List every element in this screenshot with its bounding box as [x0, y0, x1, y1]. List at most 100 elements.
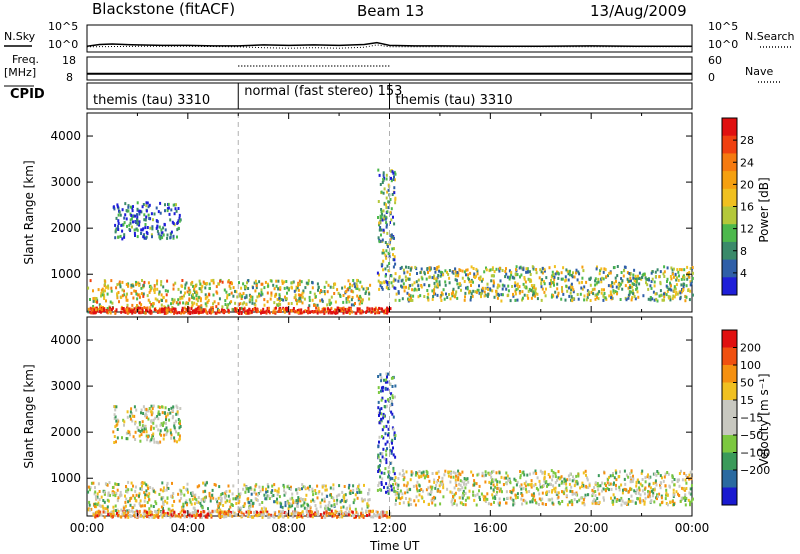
range-gate-cell — [162, 500, 164, 504]
range-gate-cell — [193, 514, 196, 518]
range-gate-cell — [272, 283, 275, 287]
range-gate-cell — [472, 267, 475, 270]
range-gate-cell — [200, 498, 203, 502]
range-gate-cell — [354, 507, 357, 511]
range-gate-cell — [344, 500, 347, 504]
range-gate-cell — [421, 277, 424, 281]
range-gate-cell — [205, 310, 208, 314]
range-gate-cell — [650, 280, 653, 283]
range-gate-cell — [336, 511, 339, 515]
range-gate-cell — [166, 496, 169, 500]
range-gate-cell — [208, 491, 211, 495]
colorbar-swatch — [722, 435, 737, 453]
range-gate-cell — [610, 488, 613, 491]
range-gate-cell — [169, 428, 172, 432]
range-gate-cell — [235, 495, 238, 499]
range-gate-cell — [553, 265, 556, 269]
range-gate-cell — [472, 493, 475, 497]
range-gate-cell — [675, 490, 678, 494]
range-gate-cell — [377, 445, 380, 449]
range-gate-cell — [316, 282, 319, 286]
range-gate-cell — [172, 307, 175, 311]
range-gate-cell — [244, 310, 247, 314]
range-gate-cell — [673, 290, 676, 293]
range-gate-cell — [128, 510, 131, 513]
range-gate-cell — [673, 483, 676, 487]
range-gate-cell — [198, 513, 201, 517]
range-gate-cell — [95, 496, 98, 500]
range-gate-cell — [484, 473, 487, 477]
range-gate-cell — [496, 286, 499, 290]
range-gate-cell — [161, 236, 164, 240]
range-gate-cell — [278, 296, 281, 300]
range-gate-cell — [442, 486, 445, 490]
range-gate-cell — [597, 297, 600, 301]
range-gate-cell — [546, 484, 548, 488]
range-gate-cell — [391, 441, 393, 445]
range-gate-cell — [649, 495, 652, 499]
range-gate-cell — [397, 483, 400, 487]
range-gate-cell — [463, 270, 466, 274]
range-gate-cell — [345, 297, 348, 301]
range-gate-cell — [94, 490, 97, 494]
range-gate-cell — [311, 515, 314, 519]
range-gate-cell — [493, 495, 496, 499]
range-gate-cell — [330, 509, 333, 513]
range-gate-cell — [134, 430, 137, 434]
range-gate-cell — [385, 196, 388, 200]
range-gate-cell — [162, 489, 165, 493]
range-gate-cell — [142, 412, 145, 415]
range-gate-cell — [115, 440, 117, 444]
range-gate-cell — [652, 290, 655, 294]
range-gate-cell — [672, 503, 675, 507]
range-gate-cell — [285, 297, 288, 301]
range-gate-cell — [111, 486, 114, 489]
range-gate-cell — [334, 308, 336, 312]
range-gate-cell — [97, 482, 100, 486]
range-gate-cell — [134, 438, 137, 441]
range-gate-cell — [493, 500, 495, 504]
range-gate-cell — [226, 304, 229, 308]
range-gate-cell — [333, 514, 336, 518]
range-gate-cell — [626, 271, 629, 275]
range-gate-cell — [315, 507, 318, 511]
range-gate-cell — [524, 280, 527, 284]
range-gate-cell — [145, 409, 148, 413]
range-gate-cell — [462, 491, 464, 495]
range-gate-cell — [296, 286, 299, 290]
range-gate-cell — [466, 268, 469, 272]
range-gate-cell — [145, 434, 148, 438]
range-gate-cell — [478, 489, 480, 493]
range-gate-cell — [89, 306, 92, 310]
range-gate-cell — [631, 282, 634, 286]
range-gate-cell — [446, 296, 449, 299]
range-gate-cell — [269, 297, 272, 301]
range-gate-cell — [133, 307, 136, 311]
range-gate-cell — [181, 309, 184, 313]
range-gate-cell — [279, 306, 282, 310]
range-gate-cell — [361, 511, 364, 515]
range-gate-cell — [223, 288, 226, 292]
range-gate-cell — [683, 268, 686, 272]
range-gate-cell — [274, 310, 277, 314]
range-gate-cell — [167, 306, 170, 310]
range-gate-cell — [327, 507, 330, 511]
range-gate-cell — [195, 498, 198, 502]
range-gate-cell — [208, 287, 211, 290]
range-gate-cell — [246, 309, 249, 313]
range-gate-cell — [349, 492, 352, 495]
range-gate-cell — [116, 296, 119, 300]
range-gate-cell — [94, 505, 96, 509]
range-gate-cell — [348, 306, 351, 310]
range-gate-cell — [96, 492, 99, 496]
range-gate-cell — [515, 265, 518, 269]
range-gate-cell — [395, 292, 398, 296]
colorbar-swatch — [722, 487, 737, 506]
range-gate-cell — [620, 277, 623, 281]
range-gate-cell — [270, 494, 273, 498]
range-gate-cell — [498, 480, 501, 484]
range-gate-cell — [478, 276, 481, 280]
range-gate-cell — [191, 511, 194, 515]
range-gate-cell — [565, 494, 568, 498]
range-gate-cell — [200, 297, 202, 301]
